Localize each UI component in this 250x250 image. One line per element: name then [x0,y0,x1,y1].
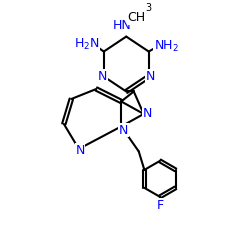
Text: N: N [143,108,152,120]
Text: H$_2$N: H$_2$N [74,36,99,52]
Text: HN: HN [113,19,132,32]
Text: N: N [98,70,107,83]
Text: F: F [156,199,164,212]
Text: N: N [119,124,128,137]
Text: CH: CH [127,11,145,24]
Text: NH$_2$: NH$_2$ [154,39,179,54]
Text: N: N [145,70,155,83]
Text: 3: 3 [145,3,151,13]
Text: N: N [76,144,85,157]
